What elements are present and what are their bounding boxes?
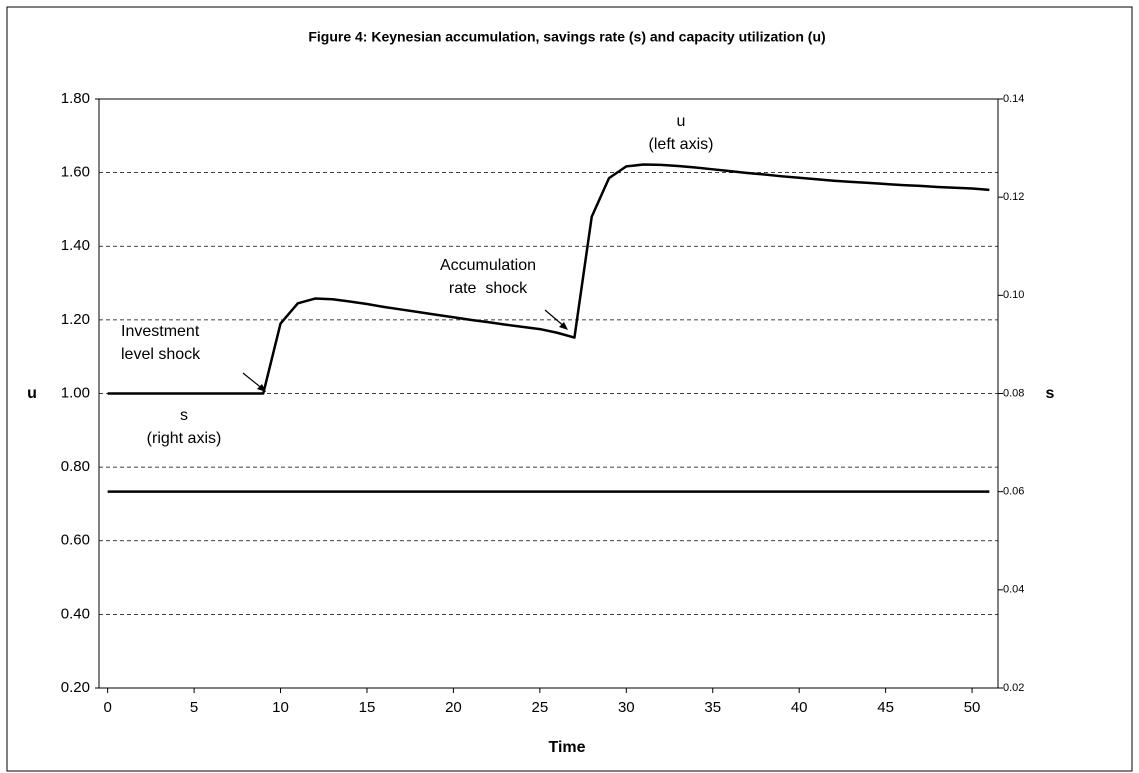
x-tick-label: 20 (445, 699, 462, 716)
annotation: level shock (121, 346, 201, 363)
y2-tick-label: 0.02 (1003, 682, 1024, 694)
annotation: Investment (121, 323, 200, 340)
annotation: rate shock (449, 280, 528, 297)
x-tick-label: 45 (877, 699, 894, 716)
plot-frame (98, 98, 999, 689)
y-tick-label: 0.80 (61, 458, 90, 475)
y2-tick-label: 0.06 (1003, 486, 1024, 498)
chart-border (6, 6, 1133, 772)
y-tick-label: 1.80 (61, 90, 90, 107)
x-tick-label: 30 (618, 699, 635, 716)
y-tick-label: 0.60 (61, 532, 90, 549)
arrow-head (559, 322, 568, 330)
y-tick-label: 1.40 (61, 237, 90, 254)
annotation: Accumulation (440, 257, 536, 274)
x-tick-label: 0 (103, 699, 111, 716)
y-tick-label: 1.00 (61, 384, 90, 401)
y2-tick-label: 0.08 (1003, 387, 1024, 399)
x-tick-label: 15 (359, 699, 376, 716)
annotation-arrow (544, 309, 566, 328)
chart-title: Figure 4: Keynesian accumulation, saving… (308, 29, 825, 45)
annotation: (left axis) (649, 136, 714, 153)
y2-tick-label: 0.12 (1003, 191, 1024, 203)
annotation: s (180, 407, 188, 424)
x-tick-label: 10 (272, 699, 289, 716)
y2-tick-label: 0.04 (1003, 584, 1024, 596)
x-tick-label: 5 (190, 699, 198, 716)
x-axis-label: Time (548, 739, 585, 756)
line-series (107, 163, 990, 395)
y-tick-label: 0.40 (61, 605, 90, 622)
x-tick-label: 35 (704, 699, 721, 716)
y-tick-label: 0.20 (61, 679, 90, 696)
x-tick-label: 25 (532, 699, 549, 716)
y-axis-label: u (27, 385, 37, 402)
annotation: u (677, 113, 686, 130)
y-tick-label: 1.20 (61, 311, 90, 328)
y2-tick-label: 0.10 (1003, 289, 1024, 301)
annotation: (right axis) (147, 430, 222, 447)
y-tick-label: 1.60 (61, 164, 90, 181)
y2-tick-label: 0.14 (1003, 93, 1024, 105)
x-tick-label: 50 (964, 699, 981, 716)
x-tick-label: 40 (791, 699, 808, 716)
y2-axis-label: s (1046, 385, 1055, 402)
